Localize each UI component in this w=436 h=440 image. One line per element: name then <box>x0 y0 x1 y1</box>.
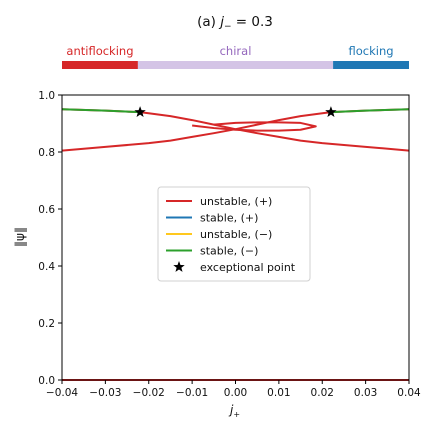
legend: unstable, (+) stable, (+) unstable, (−) sta… <box>157 186 311 282</box>
x-tick-label-4: 0.00 <box>224 387 247 399</box>
x-tick-label-0: −0.04 <box>46 387 78 399</box>
legend-swatch-star <box>173 261 185 272</box>
phase-bar-label-antiflocking: antiflocking <box>66 44 133 58</box>
x-tick-label-8: 0.04 <box>397 387 421 399</box>
x-tick-label-3: −0.01 <box>176 387 208 399</box>
exceptional-point-marker-1 <box>325 106 337 117</box>
y-tick-label-3: 0.6 <box>38 204 55 216</box>
legend-label-4: exceptional point <box>200 261 296 274</box>
x-axis-label: j+ <box>228 403 240 419</box>
series-line-3-1 <box>330 108 410 114</box>
x-tick-label-1: −0.03 <box>89 387 121 399</box>
y-axis-ticks: 0.0 0.2 0.4 0.6 0.8 1.0 <box>38 90 62 387</box>
legend-label-1: stable, (+) <box>200 212 258 225</box>
series-line-0-2 <box>192 121 317 132</box>
y-tick-label-4: 0.8 <box>38 147 55 159</box>
x-tick-label-2: −0.02 <box>133 387 165 399</box>
y-tick-label-2: 0.4 <box>38 261 55 273</box>
x-axis-ticks: −0.04 −0.03 −0.02 −0.01 0.00 0.01 0.02 0.03 0.04 <box>46 380 421 399</box>
x-tick-label-5: 0.01 <box>267 387 290 399</box>
chart-title: (a) j− = 0.3 <box>197 14 273 32</box>
exceptional-point-marker-0 <box>134 106 146 117</box>
series-line-3-0 <box>61 108 141 114</box>
phase-bar-segment-flocking <box>333 61 409 69</box>
y-tick-label-5: 1.0 <box>38 90 55 102</box>
phase-bar-segment-antiflocking <box>62 61 138 69</box>
phase-bar-segment-chiral <box>137 61 334 69</box>
phase-bar-label-chiral: chiral <box>220 44 252 58</box>
legend-label-0: unstable, (+) <box>200 195 272 208</box>
legend-box <box>157 186 311 282</box>
legend-label-3: stable, (−) <box>200 245 258 258</box>
phase-bar: antiflocking chiral flocking <box>62 44 409 69</box>
x-tick-label-6: 0.02 <box>311 387 334 399</box>
y-axis-label: ‖ψ‖ <box>13 227 27 247</box>
legend-label-2: unstable, (−) <box>200 228 272 241</box>
exceptional-point-markers <box>134 106 337 117</box>
x-tick-label-7: 0.03 <box>354 387 377 399</box>
phase-bar-label-flocking: flocking <box>349 44 394 58</box>
y-tick-label-1: 0.2 <box>38 318 55 330</box>
y-tick-label-0: 0.0 <box>38 375 55 387</box>
